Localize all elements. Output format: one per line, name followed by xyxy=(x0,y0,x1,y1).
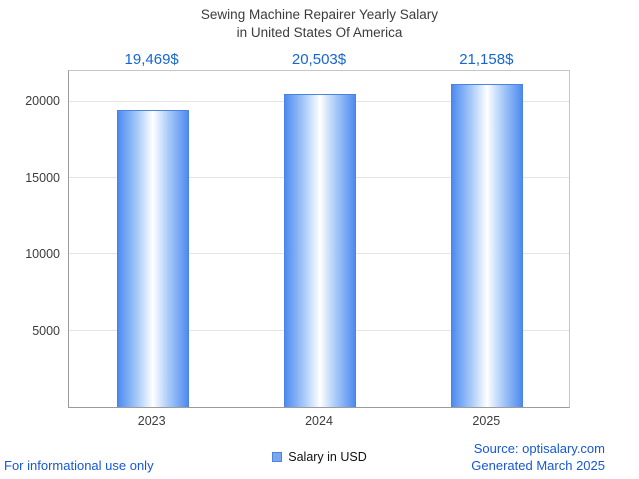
x-axis-tick-label: 2025 xyxy=(472,414,501,428)
x-axis-tick-label: 2023 xyxy=(137,414,166,428)
value-label-2023: 19,469$ xyxy=(124,51,179,68)
chart-title: Sewing Machine Repairer Yearly Salary in… xyxy=(0,6,639,41)
bar-2024[interactable] xyxy=(284,93,356,407)
legend-swatch-icon xyxy=(272,452,283,462)
y-axis-tick-label: 10000 xyxy=(25,247,60,262)
plot-area xyxy=(68,70,570,408)
x-axis-tick-label: 2024 xyxy=(305,414,333,428)
footer-disclaimer: For informational use only xyxy=(4,458,154,473)
value-label-2025: 21,158$ xyxy=(459,51,514,68)
legend-label: Salary in USD xyxy=(288,450,367,464)
bar-2023[interactable] xyxy=(116,109,189,407)
source-link[interactable]: Source: optisalary.com xyxy=(473,441,605,457)
y-axis-tick-label: 5000 xyxy=(32,324,60,339)
chart-title-line1: Sewing Machine Repairer Yearly Salary xyxy=(200,7,439,22)
y-axis-tick-label: 20000 xyxy=(25,93,60,108)
chart-title-line2: in United States Of America xyxy=(236,24,403,40)
bar-2025[interactable] xyxy=(451,83,524,407)
generated-date: Generated March 2025 xyxy=(471,458,605,474)
footer-source-block: Source: optisalary.com Generated March 2… xyxy=(471,441,605,475)
y-axis-tick-label: 15000 xyxy=(25,170,60,185)
value-label-2024: 20,503$ xyxy=(291,51,347,68)
legend[interactable]: Salary in USD xyxy=(0,450,639,464)
